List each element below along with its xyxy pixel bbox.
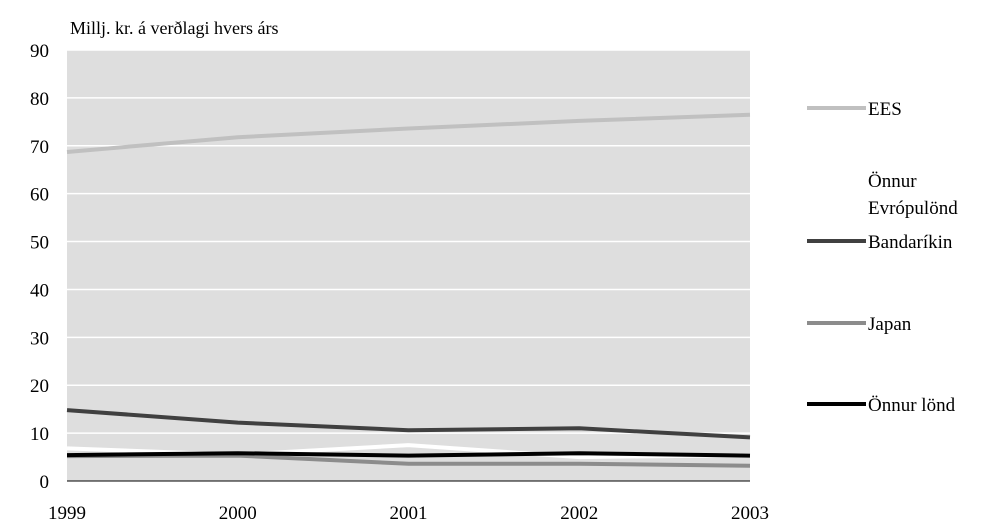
y-tick-label: 50: [30, 233, 49, 254]
y-tick-label: 90: [30, 41, 49, 62]
x-axis: 1999 2000 2001 2002 2003: [48, 503, 769, 524]
y-tick-label: 20: [30, 376, 49, 397]
x-tick-label: 2001: [390, 503, 428, 524]
legend-label-4: Önnur lönd: [868, 395, 956, 416]
y-axis-title: Millj. kr. á verðlagi hvers árs: [70, 18, 278, 38]
y-axis: 0 10 20 30 40 50 60 70 80 90: [30, 41, 49, 493]
x-tick-label: 2002: [560, 503, 598, 524]
series-line-0: [66, 112, 751, 154]
x-tick-label: 1999: [48, 503, 86, 524]
legend-label-2: Bandaríkin: [868, 232, 953, 253]
y-tick-label: 60: [30, 185, 49, 206]
y-tick-label: 80: [30, 89, 49, 110]
y-tick-label: 30: [30, 328, 49, 349]
y-tick-label: 0: [40, 472, 50, 493]
x-tick-label: 2000: [219, 503, 257, 524]
y-tick-label: 10: [30, 424, 49, 445]
series-line-4: [66, 451, 751, 458]
x-tick-label: 2003: [731, 503, 769, 524]
legend-label-0: EES: [868, 99, 902, 120]
gridlines: [67, 49, 750, 482]
legend-label-1: Evrópulönd: [868, 198, 958, 219]
plot-area-background: [67, 50, 750, 481]
legend: EES Önnur Evrópulönd Bandaríkin Japan Önnur l…: [807, 99, 958, 416]
series-line-2: [66, 408, 751, 440]
legend-label-3: Japan: [868, 314, 912, 335]
y-tick-label: 40: [30, 280, 49, 301]
series-lines: [66, 112, 751, 468]
y-tick-label: 70: [30, 137, 49, 158]
legend-label-1: Önnur: [868, 171, 917, 192]
